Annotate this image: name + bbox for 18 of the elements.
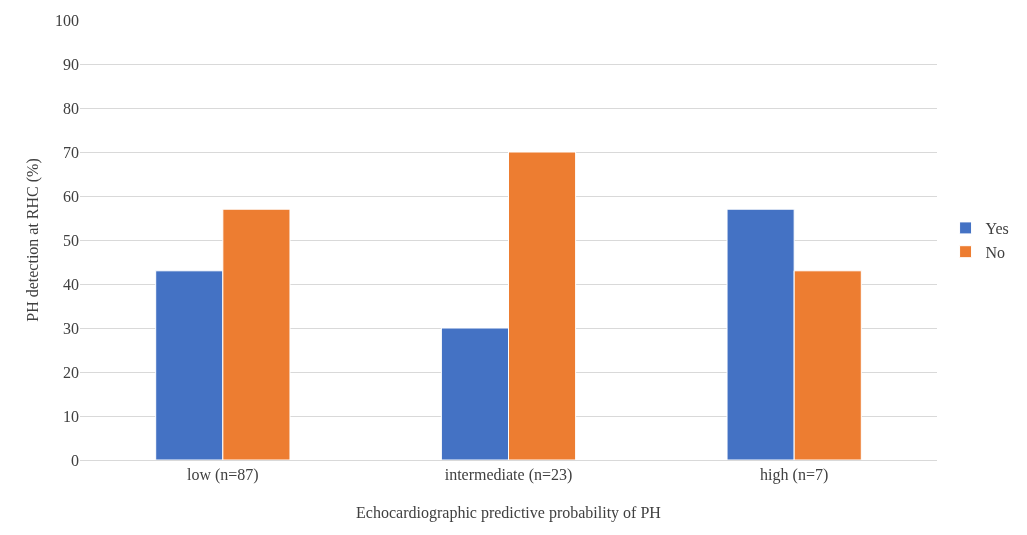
y-tick-label: 20 [63, 363, 79, 381]
y-tick-label: 80 [63, 99, 79, 117]
y-tick-label: 40 [63, 275, 79, 293]
y-axis-title: PH detection at RHC (%) [24, 158, 42, 322]
y-tick-label: 50 [63, 231, 79, 249]
y-tick-label: 30 [63, 319, 79, 337]
x-axis-title: Echocardiographic predictive probability of PH [356, 504, 662, 522]
x-tick-label: high (n=7) [760, 466, 829, 485]
y-tick-label: 70 [63, 143, 79, 161]
x-tick-label: low (n=87) [186, 466, 259, 485]
y-tick-label: 0 [71, 451, 79, 469]
y-tick-label: 100 [55, 11, 79, 29]
x-tick-label: intermediate (n=23) [444, 466, 573, 485]
legend-label: Yes [985, 220, 1009, 238]
legend-label: No [985, 243, 1006, 261]
y-tick-label: 60 [63, 187, 79, 205]
y-tick-label: 10 [63, 407, 79, 425]
y-tick-label: 90 [63, 55, 79, 73]
